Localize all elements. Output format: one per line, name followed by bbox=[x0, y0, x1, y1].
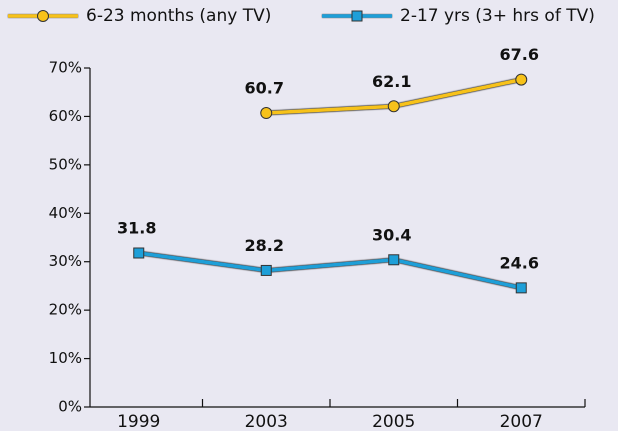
point bbox=[261, 265, 271, 275]
legend-marker bbox=[38, 11, 49, 22]
value-label: 60.7 bbox=[245, 79, 284, 98]
y-tick-label: 70% bbox=[49, 59, 82, 77]
point bbox=[388, 101, 399, 112]
y-tick-label: 60% bbox=[49, 107, 82, 125]
series-line bbox=[139, 253, 522, 288]
x-tick-label: 2007 bbox=[500, 412, 543, 431]
y-tick-label: 20% bbox=[49, 301, 82, 319]
y-tick-label: 30% bbox=[49, 252, 82, 270]
x-tick-label: 2005 bbox=[372, 412, 415, 431]
value-label: 24.6 bbox=[500, 253, 539, 272]
legend-label: 6-23 months (any TV) bbox=[86, 6, 271, 26]
point bbox=[261, 108, 272, 119]
y-tick-label: 50% bbox=[49, 155, 82, 173]
value-label: 67.6 bbox=[500, 45, 539, 64]
value-label: 31.8 bbox=[117, 218, 156, 237]
value-label: 30.4 bbox=[372, 225, 411, 244]
y-tick-label: 0% bbox=[58, 398, 82, 416]
x-tick-label: 2003 bbox=[245, 412, 288, 431]
point bbox=[516, 283, 526, 293]
value-label: 28.2 bbox=[245, 236, 284, 255]
point bbox=[389, 255, 399, 265]
point bbox=[516, 74, 527, 85]
legend-marker bbox=[352, 11, 362, 21]
x-tick-label: 1999 bbox=[117, 412, 160, 431]
chart: 0% 10% 20% 30% 40% 50% 60% 70% 1999 2003 2005 2007 6… bbox=[0, 0, 618, 431]
y-tick-label: 10% bbox=[49, 349, 82, 367]
legend-label: 2-17 yrs (3+ hrs of TV) bbox=[400, 6, 595, 26]
y-tick-label: 40% bbox=[49, 204, 82, 222]
value-label: 62.1 bbox=[372, 72, 411, 91]
point bbox=[134, 248, 144, 258]
